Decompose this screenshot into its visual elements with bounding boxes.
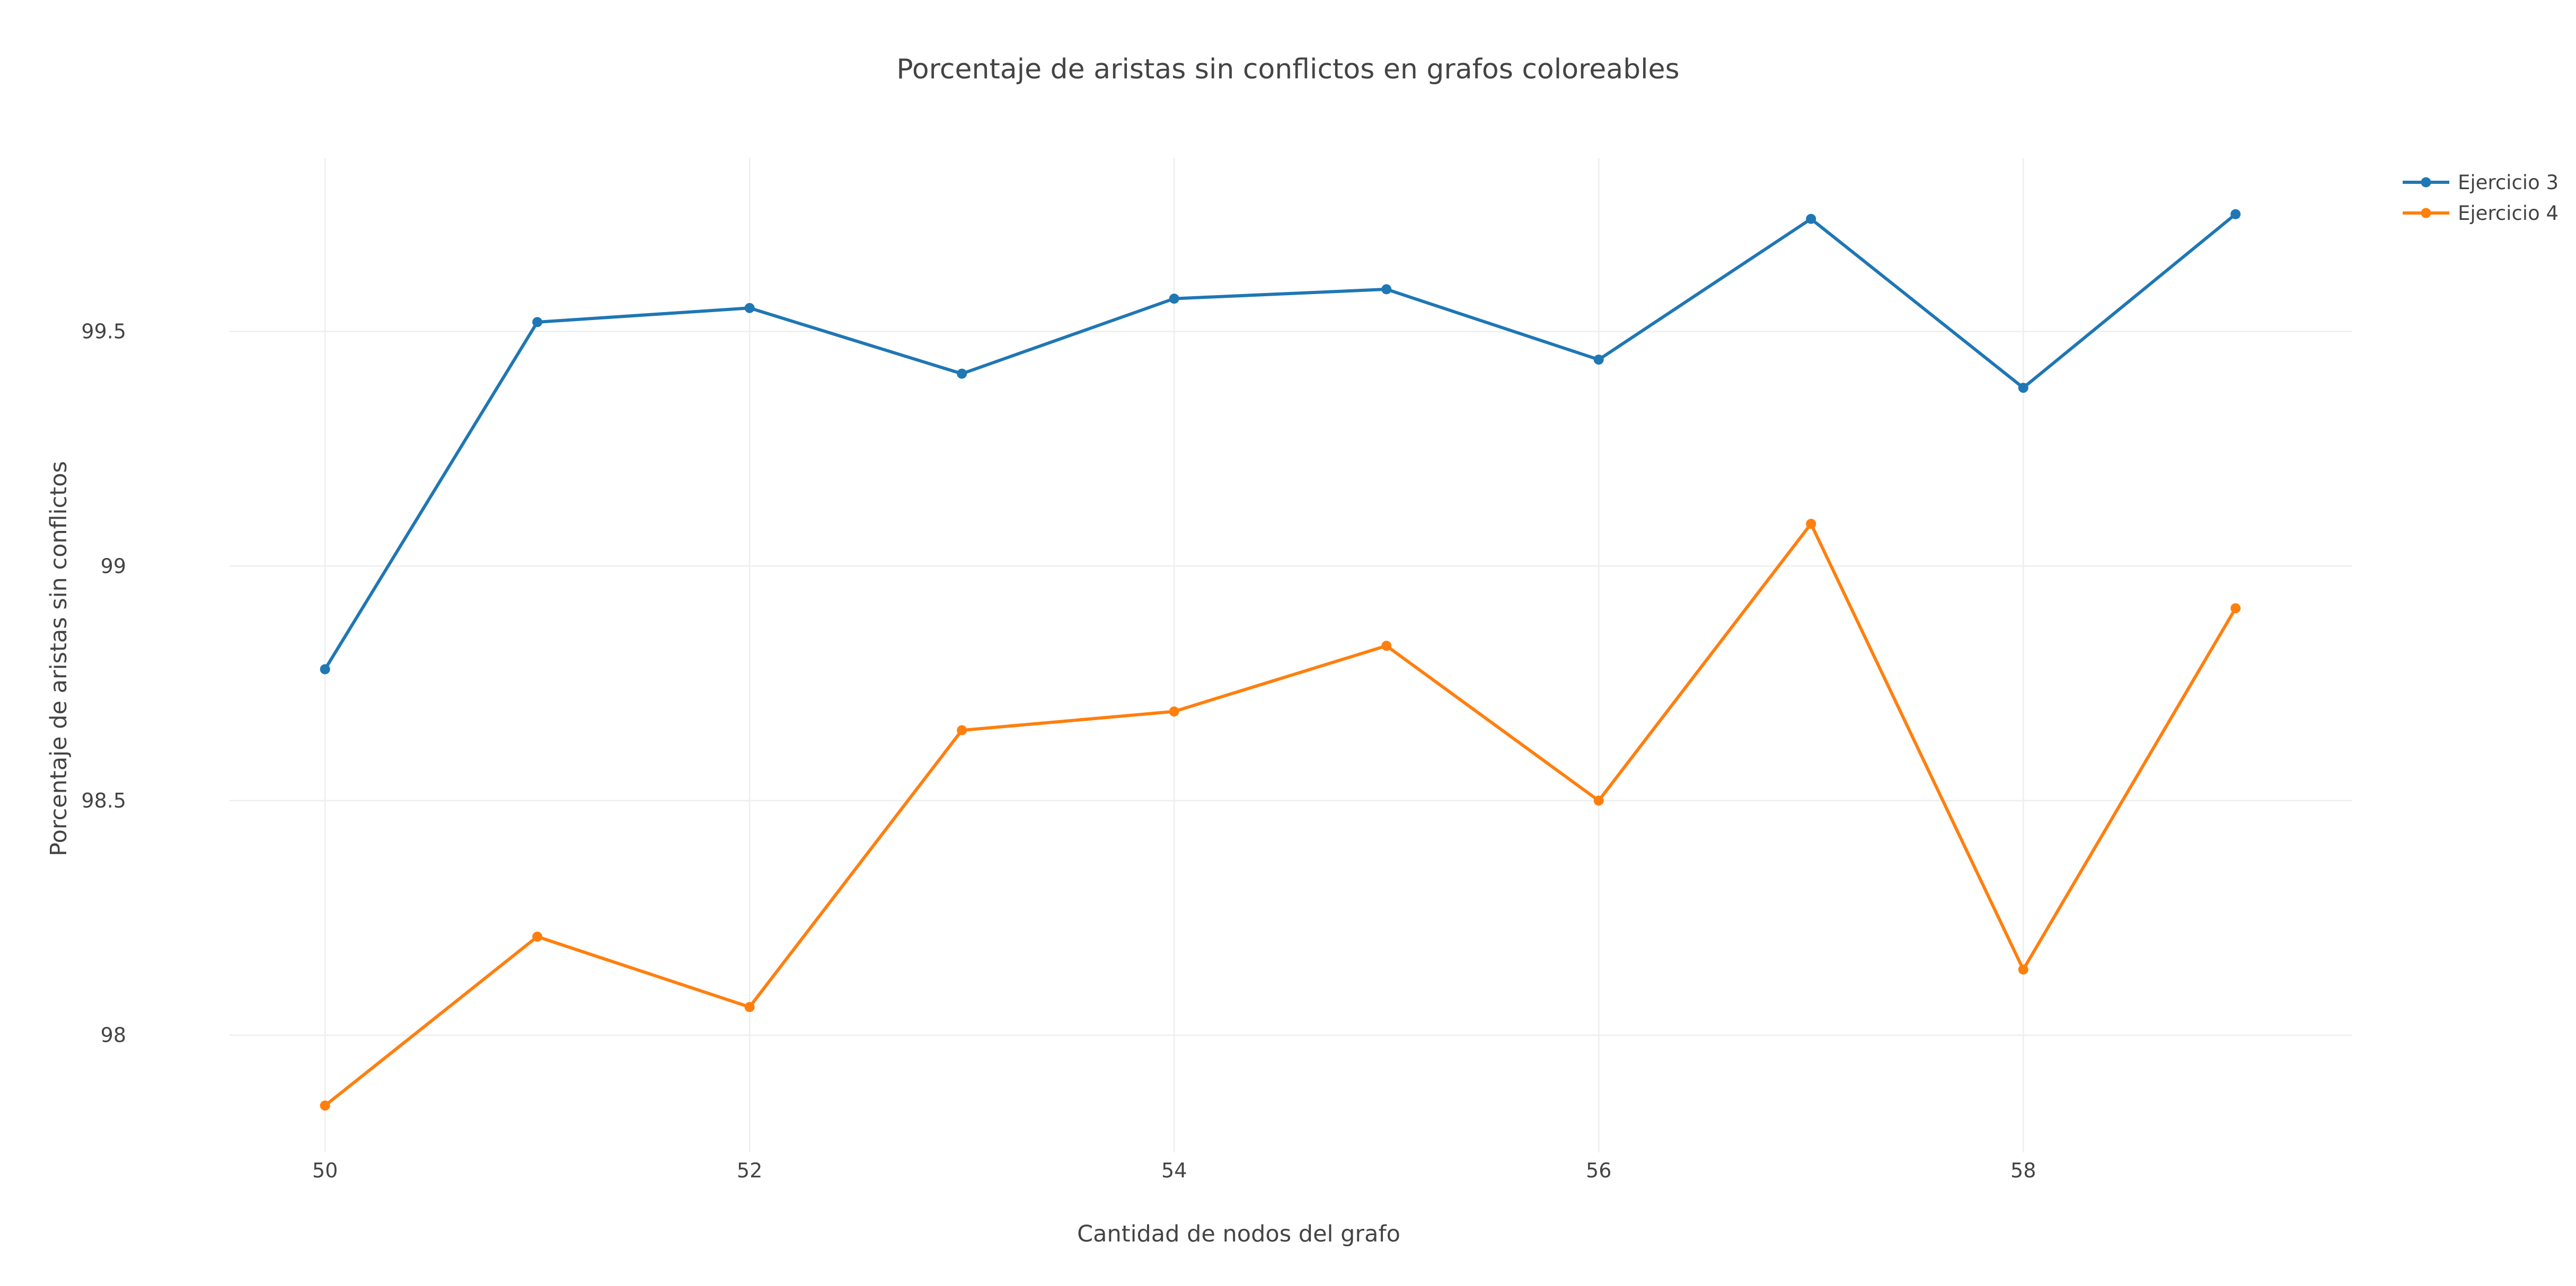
data-point — [320, 1100, 330, 1111]
series-2 — [320, 519, 2241, 1111]
y-tick-label: 99.5 — [81, 320, 126, 343]
data-point — [1806, 519, 1816, 529]
data-point — [2230, 603, 2241, 614]
data-point — [1593, 354, 1604, 365]
x-axis-title: Cantidad de nodos del grafo — [1077, 1221, 1400, 1247]
data-point — [1593, 795, 1604, 806]
data-point — [2230, 209, 2241, 219]
data-point — [320, 664, 330, 675]
chart-title: Porcentaje de aristas sin conflictos en … — [896, 54, 1679, 85]
series-line — [324, 522, 2237, 1107]
grid-lines — [230, 158, 2352, 1152]
series-lines — [320, 209, 2241, 1111]
data-point — [532, 932, 543, 942]
x-axis-ticks: 50 52 54 56 58 — [312, 1159, 2036, 1182]
data-point — [957, 368, 967, 379]
x-tick-label: 52 — [737, 1159, 762, 1182]
series-1 — [320, 209, 2241, 675]
data-point — [957, 725, 967, 735]
data-point — [1381, 284, 1392, 295]
legend-label: Ejercicio 4 — [2458, 202, 2559, 225]
series-line — [323, 212, 2237, 670]
y-tick-label: 98.5 — [81, 789, 126, 812]
y-axis-title: Porcentaje de aristas sin conflictos — [46, 461, 72, 856]
data-point — [744, 303, 755, 313]
data-point — [1381, 641, 1392, 651]
legend-item: Ejercicio 4 — [2403, 202, 2559, 225]
legend-swatch-marker — [2421, 177, 2431, 188]
data-point — [744, 1002, 755, 1013]
y-tick-label: 99 — [101, 554, 126, 578]
legend-label: Ejercicio 3 — [2458, 171, 2559, 194]
data-point — [532, 317, 543, 327]
legend-item: Ejercicio 3 — [2403, 171, 2559, 194]
legend: Ejercicio 3 Ejercicio 4 — [2403, 171, 2559, 225]
y-tick-label: 98 — [101, 1024, 126, 1047]
data-point — [2018, 383, 2028, 393]
data-point — [2018, 964, 2028, 975]
x-tick-label: 58 — [2010, 1159, 2036, 1182]
legend-swatch-marker — [2421, 208, 2431, 218]
x-tick-label: 50 — [312, 1159, 338, 1182]
data-point — [1169, 706, 1179, 717]
x-tick-label: 56 — [1586, 1159, 1611, 1182]
y-axis-ticks: 98 98.5 99 99.5 — [81, 320, 126, 1047]
data-point — [1169, 294, 1179, 304]
x-tick-label: 54 — [1161, 1159, 1187, 1182]
data-point — [1806, 214, 1816, 224]
